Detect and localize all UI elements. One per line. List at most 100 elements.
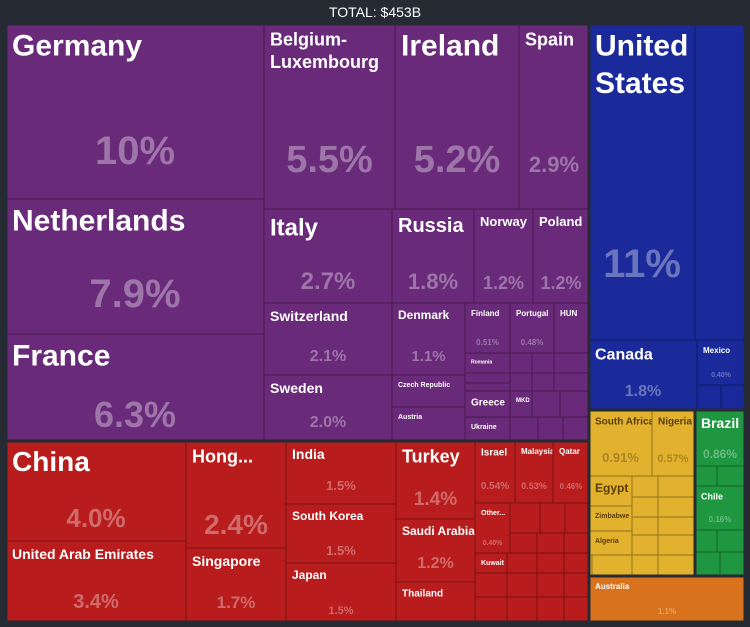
cell-other[interactable]: Other... 0.40% (474, 502, 511, 554)
cell-rect-nigeria (651, 409, 695, 477)
cell-south-korea[interactable]: South Korea 1.5% (285, 503, 397, 564)
cell-japan[interactable]: Japan 1.5% (285, 562, 397, 623)
cell-name-united-arab-emirates: United Arab Emirates (12, 546, 154, 562)
cell-austria[interactable]: Austria (391, 406, 466, 442)
cell-qatar[interactable]: Qatar 0.46% (552, 440, 590, 504)
filler-cell-africa (657, 534, 695, 556)
cell-name-ukraine: Ukraine (471, 424, 497, 431)
cell-rect-mkd (509, 390, 533, 418)
cell-value-india: 1.5% (326, 478, 356, 493)
filler-cell-africa (591, 554, 633, 577)
cell-value-sweden: 2.0% (310, 414, 346, 431)
cell-value-mexico: 0.40% (711, 372, 732, 379)
cell-rect-greece (464, 390, 511, 418)
cell-malaysia[interactable]: Malaysia 0.53% (514, 440, 555, 504)
cell-finland[interactable]: Finland 0.51% (464, 302, 511, 354)
cell-canada[interactable]: Canada 1.8% (588, 339, 698, 411)
cell-name-united-states: United States (595, 30, 688, 101)
cell-thailand[interactable]: Thailand (395, 581, 476, 623)
cell-value-japan: 1.5% (328, 605, 353, 617)
filler-cell-europe (562, 416, 589, 442)
filler-cell-asia (536, 596, 565, 623)
cell-china[interactable]: China 4.0% (5, 440, 187, 542)
cell-value-germany: 10% (95, 129, 175, 173)
cell-rect-poland (532, 208, 590, 304)
cell-value-saudi-arabia: 1.2% (417, 555, 453, 572)
cell-egypt[interactable]: Egypt (588, 475, 633, 507)
cell-poland[interactable]: Poland 1.2% (532, 208, 590, 304)
filler-cell-europe (509, 352, 533, 374)
cell-netherlands[interactable]: Netherlands 7.9% (5, 198, 265, 335)
cell-australia[interactable]: Australia 1.1% (588, 575, 746, 623)
cell-name-finland: Finland (471, 309, 500, 318)
cell-romania[interactable]: Romania (464, 352, 511, 374)
cell-india[interactable]: India 1.5% (285, 440, 397, 505)
cell-zimbabwe[interactable]: Zimbabwe (588, 505, 633, 532)
cell-saudi-arabia[interactable]: Saudi Arabia 1.2% (395, 518, 476, 583)
filler-cell-asia (536, 572, 565, 598)
cell-south-africa[interactable]: South Africa 0.91% (588, 409, 655, 477)
cell-singapore[interactable]: Singapore 1.7% (185, 547, 287, 623)
filler-cell-europe (464, 372, 511, 384)
cell-russia[interactable]: Russia 1.8% (391, 208, 475, 304)
cell-rect-belgium-luxembourg (263, 23, 396, 210)
cell-name-ireland: Ireland (401, 30, 499, 63)
cell-hun[interactable]: HUN (553, 302, 590, 354)
filler-cell-europe (553, 352, 589, 374)
cell-greece[interactable]: Greece (464, 390, 511, 418)
cell-germany[interactable]: Germany 10% (5, 23, 265, 200)
cell-brazil[interactable]: Brazil 0.86% (694, 409, 746, 467)
cell-france[interactable]: France 6.3% (5, 333, 265, 442)
cell-spain[interactable]: Spain 2.9% (518, 23, 590, 210)
cell-value-finland: 0.51% (476, 338, 499, 347)
cell-rect-ukraine (464, 416, 511, 442)
filler-cell-africa (631, 554, 659, 577)
cell-value-south-africa: 0.91% (602, 450, 639, 465)
cell-nigeria[interactable]: Nigeria 0.57% (651, 409, 695, 477)
filler-cell-asia (563, 552, 590, 574)
filler-cell-south-america (694, 529, 718, 553)
cell-name-czech-republic: Czech Republic (398, 382, 450, 389)
cell-israel[interactable]: Israel 0.54% (474, 440, 516, 504)
cell-value-norway: 1.2% (483, 273, 524, 293)
cell-mkd[interactable]: MKD (509, 390, 533, 418)
cell-switzerland[interactable]: Switzerland 2.1% (263, 302, 393, 376)
cell-hong[interactable]: Hong... 2.4% (185, 440, 287, 549)
cell-norway[interactable]: Norway 1.2% (473, 208, 534, 304)
cell-belgium-luxembourg[interactable]: Belgium-Luxembourg 5.5% (263, 23, 396, 210)
cell-rect-austria (391, 406, 466, 442)
cell-sweden[interactable]: Sweden 2.0% (263, 374, 393, 442)
cell-rect-singapore (185, 547, 287, 623)
cell-value-ireland: 5.2% (414, 139, 501, 181)
cell-value-belgium-luxembourg: 5.5% (286, 139, 373, 181)
cell-value-russia: 1.8% (408, 269, 458, 294)
cell-kuwait[interactable]: Kuwait (474, 552, 508, 574)
cell-united-arab-emirates[interactable]: United Arab Emirates 3.4% (5, 540, 187, 623)
cell-czech-republic[interactable]: Czech Republic (391, 374, 466, 408)
cell-name-canada: Canada (595, 347, 653, 364)
cell-rect-portugal (509, 302, 555, 354)
cell-value-turkey: 1.4% (414, 489, 457, 510)
cell-portugal[interactable]: Portugal 0.48% (509, 302, 555, 354)
cell-name-south-korea: South Korea (292, 509, 364, 523)
cell-name-france: France (12, 340, 110, 373)
cell-name-chile: Chile (701, 492, 723, 502)
filler-cell-europe (531, 352, 555, 374)
cell-ukraine[interactable]: Ukraine (464, 416, 511, 442)
cell-value-israel: 0.54% (481, 481, 509, 492)
cell-ireland[interactable]: Ireland 5.2% (394, 23, 520, 210)
cell-rect-united-states (588, 23, 696, 341)
cell-denmark[interactable]: Denmark 1.1% (391, 302, 466, 376)
cell-name-egypt: Egypt (595, 481, 628, 495)
cell-chile[interactable]: Chile 0.16% (694, 485, 746, 531)
cell-name-israel: Israel (481, 448, 507, 459)
filler-cell-europe (537, 416, 564, 442)
cell-turkey[interactable]: Turkey 1.4% (395, 440, 476, 520)
cell-algeria[interactable]: Algeria (588, 530, 633, 556)
cell-italy[interactable]: Italy 2.7% (263, 208, 393, 304)
filler-cell-africa (631, 496, 659, 518)
cell-mexico[interactable]: Mexico 0.40% (696, 339, 746, 386)
cell-rect-romania (464, 352, 511, 374)
filler-cell-asia (506, 572, 538, 598)
cell-united-states[interactable]: United States 11% (588, 23, 696, 341)
